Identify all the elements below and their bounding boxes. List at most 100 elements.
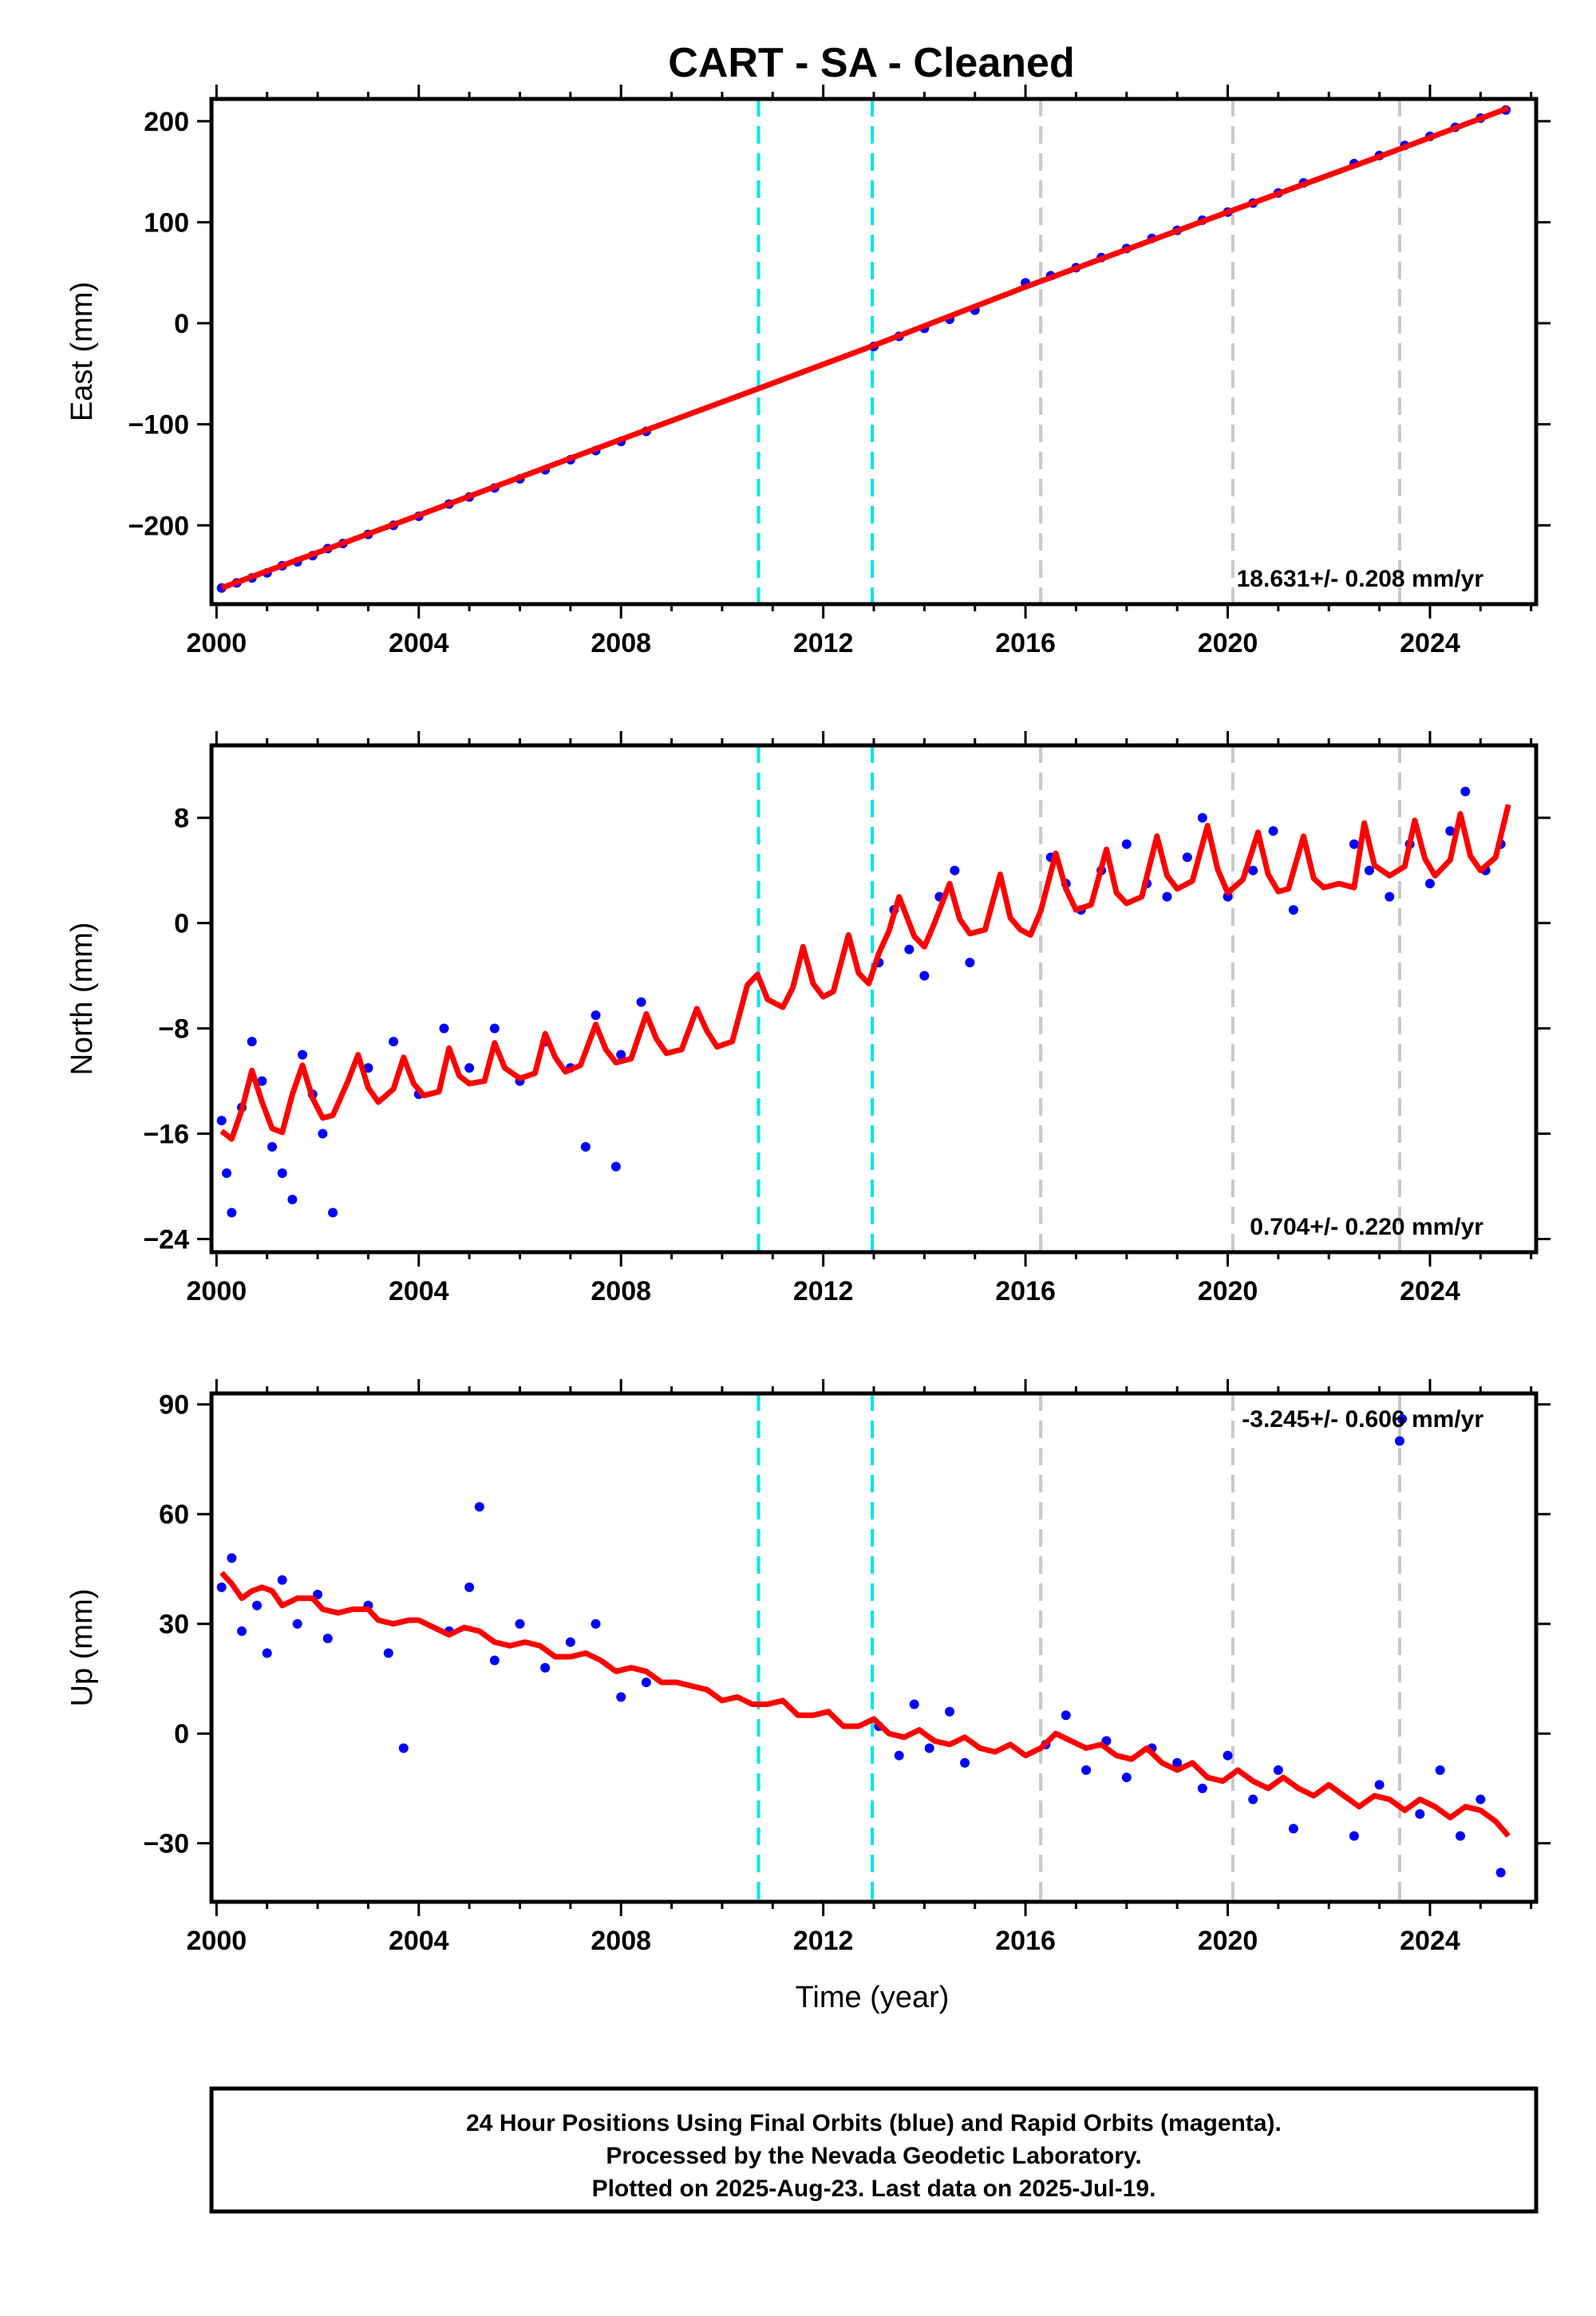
up-x-tick-label: 2016 bbox=[995, 1926, 1056, 1956]
up-observation-point bbox=[1223, 1750, 1233, 1761]
up-observation-point bbox=[262, 1648, 272, 1658]
up-x-tick-label: 2008 bbox=[591, 1926, 651, 1956]
east-y-tick-label: −100 bbox=[128, 410, 189, 441]
up-observation-point bbox=[398, 1743, 409, 1753]
east-panel: 2000 2004 2008 2012 2016 2020 2024 −200 −100 0 100… bbox=[65, 85, 1551, 658]
north-observation-point bbox=[298, 1049, 308, 1060]
east-x-tick-label: 2000 bbox=[187, 628, 247, 658]
east-rate-label: 18.631+/- 0.208 mm/yr bbox=[1237, 566, 1484, 592]
up-observation-point bbox=[1273, 1765, 1283, 1776]
up-observation-point bbox=[1455, 1831, 1465, 1841]
up-x-tick-label: 2012 bbox=[793, 1926, 854, 1956]
north-observation-point bbox=[1268, 826, 1278, 836]
north-observation-point bbox=[1248, 865, 1258, 875]
north-observation-point bbox=[247, 1037, 257, 1047]
north-observation-point bbox=[439, 1023, 449, 1034]
north-observation-point bbox=[287, 1195, 298, 1205]
up-observation-point bbox=[1248, 1794, 1258, 1804]
up-observation-point bbox=[1394, 1436, 1404, 1446]
north-observation-point bbox=[1424, 879, 1435, 889]
up-observation-point bbox=[252, 1600, 263, 1611]
up-observation-point bbox=[1415, 1809, 1425, 1820]
east-model-line bbox=[220, 105, 1510, 591]
north-x-tick-label: 2000 bbox=[187, 1276, 247, 1306]
up-observation-point bbox=[1495, 1867, 1506, 1878]
up-observation-point bbox=[1374, 1780, 1385, 1790]
east-y-tick-label: 100 bbox=[144, 207, 189, 238]
north-observation-point bbox=[464, 1063, 475, 1073]
north-x-tick-label: 2012 bbox=[793, 1276, 854, 1306]
north-observation-point bbox=[919, 970, 930, 981]
north-observation-point bbox=[1460, 786, 1471, 796]
up-observation-point bbox=[489, 1655, 500, 1666]
north-observation-point bbox=[328, 1207, 338, 1218]
panels: 2000 2004 2008 2012 2016 2020 2024−200−1000100… bbox=[65, 85, 1551, 1956]
north-observation-point bbox=[277, 1168, 287, 1179]
north-observation-point bbox=[1288, 905, 1298, 915]
up-observation-point bbox=[1197, 1783, 1207, 1793]
north-observation-point bbox=[610, 1161, 621, 1172]
east-x-tick-label: 2008 bbox=[591, 628, 651, 658]
north-observation-point bbox=[363, 1063, 373, 1073]
up-observation-point bbox=[960, 1757, 970, 1768]
up-y-tick-label: 30 bbox=[159, 1610, 189, 1640]
north-observation-point bbox=[389, 1037, 399, 1047]
north-observation-point bbox=[636, 997, 646, 1007]
up-observation-point bbox=[474, 1502, 484, 1512]
north-observation-point bbox=[591, 1010, 601, 1021]
north-observation-point bbox=[216, 1116, 227, 1126]
east-x-tick-label: 2012 bbox=[793, 628, 854, 658]
up-y-tick-label: 60 bbox=[159, 1500, 189, 1530]
east-x-tick-label: 2020 bbox=[1198, 628, 1258, 658]
north-y-tick-label: 8 bbox=[174, 804, 189, 834]
north-observation-point bbox=[616, 1049, 626, 1060]
up-observation-point bbox=[322, 1634, 333, 1644]
footer-line-2: Processed by the Nevada Geodetic Laborat… bbox=[606, 2143, 1141, 2169]
north-y-tick-label: −24 bbox=[143, 1225, 189, 1255]
up-observation-point bbox=[464, 1582, 475, 1592]
up-observation-point bbox=[909, 1699, 919, 1709]
up-observation-point bbox=[924, 1743, 934, 1753]
up-observation-point bbox=[565, 1637, 575, 1647]
up-observation-point bbox=[1288, 1824, 1298, 1834]
up-observation-point bbox=[616, 1692, 626, 1702]
up-observation-point bbox=[1172, 1757, 1183, 1768]
up-observation-point bbox=[591, 1618, 601, 1629]
up-observation-point bbox=[894, 1750, 904, 1761]
north-observation-point bbox=[1182, 852, 1192, 863]
north-observation-point bbox=[318, 1128, 328, 1139]
chart-title: CART - SA - Cleaned bbox=[668, 40, 1074, 86]
up-panel: 2000 2004 2008 2012 2016 2020 2024 −30 0 30 60 90 Up… bbox=[65, 1379, 1551, 1956]
up-observation-point bbox=[945, 1706, 955, 1717]
north-observation-point bbox=[904, 944, 915, 954]
up-y-tick-label: −30 bbox=[143, 1829, 189, 1860]
north-observation-point bbox=[1197, 812, 1207, 823]
up-y-tick-label: 90 bbox=[159, 1390, 189, 1421]
north-observation-point bbox=[950, 865, 960, 875]
up-x-tick-label: 2000 bbox=[187, 1926, 247, 1956]
east-x-tick-label: 2004 bbox=[389, 628, 449, 658]
north-rate-label: 0.704+/- 0.220 mm/yr bbox=[1250, 1214, 1483, 1240]
up-observation-point bbox=[641, 1678, 651, 1688]
north-observation-point bbox=[1162, 891, 1172, 902]
north-observation-point bbox=[489, 1023, 500, 1034]
north-observation-point bbox=[222, 1168, 232, 1179]
north-observation-point bbox=[257, 1076, 267, 1086]
north-x-tick-label: 2016 bbox=[995, 1276, 1056, 1306]
east-y-tick-label: 0 bbox=[174, 309, 189, 339]
up-observation-point bbox=[1397, 1414, 1408, 1425]
up-observation-point bbox=[1435, 1765, 1445, 1776]
north-x-tick-label: 2008 bbox=[591, 1276, 651, 1306]
north-observation-point bbox=[1121, 839, 1132, 849]
footer-line-1: 24 Hour Positions Using Final Orbits (bl… bbox=[466, 2110, 1282, 2136]
up-observation-point bbox=[227, 1553, 237, 1563]
up-observation-point bbox=[292, 1618, 302, 1629]
up-rate-label: -3.245+/- 0.606 mm/yr bbox=[1242, 1406, 1483, 1433]
north-observation-point bbox=[1349, 839, 1359, 849]
north-observation-point bbox=[1364, 865, 1374, 875]
north-x-tick-label: 2024 bbox=[1400, 1276, 1460, 1306]
footer-box: 24 Hour Positions Using Final Orbits (bl… bbox=[209, 2086, 1539, 2214]
up-x-tick-label: 2020 bbox=[1198, 1926, 1258, 1956]
up-observation-point bbox=[237, 1626, 247, 1636]
